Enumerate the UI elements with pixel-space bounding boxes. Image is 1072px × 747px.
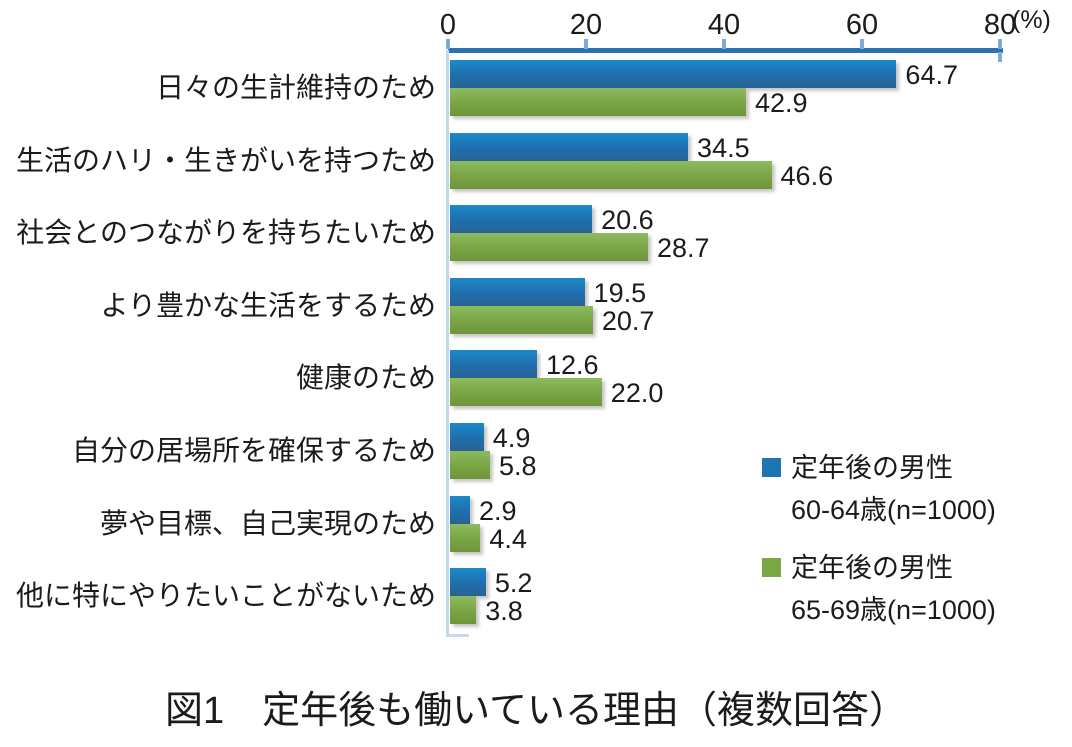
bar-65-69 — [450, 305, 593, 334]
bar-60-64 — [450, 495, 470, 524]
value-label: 28.7 — [657, 233, 710, 264]
legend-swatch-blue — [762, 458, 781, 477]
legend: 定年後の男性 60-64歳(n=1000) 定年後の男性 65-69歳(n=1000) — [762, 447, 996, 647]
legend-entry: 定年後の男性 60-64歳(n=1000) — [762, 447, 996, 531]
bar-60-64 — [450, 60, 897, 88]
category-label: 夢や目標、自己実現のため — [99, 507, 436, 539]
x-axis-tick-mark — [998, 39, 1002, 49]
category-label: より豊かな生活をするため — [100, 289, 436, 321]
bar-60-64 — [450, 205, 593, 234]
bar-65-69 — [450, 233, 649, 262]
value-label: 4.9 — [492, 423, 531, 453]
category-label: 社会とのつながりを持ちたいため — [16, 217, 436, 249]
bar-65-69 — [450, 88, 746, 116]
value-label: 64.7 — [905, 60, 958, 90]
x-axis-tick-mark — [446, 39, 450, 49]
chart-caption: 図1 定年後も働いている理由（複数回答） — [165, 690, 907, 732]
legend-swatch-green — [762, 558, 781, 577]
value-label: 20.6 — [601, 205, 654, 236]
bar-60-64 — [450, 423, 484, 451]
value-label: 19.5 — [593, 277, 647, 308]
legend-entry: 定年後の男性 65-69歳(n=1000) — [762, 547, 996, 631]
legend-label-line: 定年後の男性 — [791, 453, 953, 483]
category-label: 生活のハリ・生きがいを持つため — [15, 144, 436, 176]
value-label: 3.8 — [485, 596, 523, 627]
category-label: 自分の居場所を確保するため — [71, 435, 436, 466]
x-axis-tick-label: 40 — [707, 9, 741, 41]
value-label: 5.8 — [499, 451, 537, 481]
bar-65-69 — [450, 378, 602, 407]
legend-label-line: 60-64歳(n=1000) — [791, 495, 996, 525]
bar-60-64 — [450, 277, 585, 306]
legend-label: 定年後の男性 60-64歳(n=1000) — [791, 447, 996, 531]
bar-60-64 — [450, 350, 537, 379]
x-axis-tick-label: 20 — [569, 9, 603, 41]
x-axis-tick-mark — [584, 39, 588, 49]
bar-60-64 — [450, 568, 486, 597]
value-label: 42.9 — [755, 88, 808, 118]
value-label: 34.5 — [697, 132, 750, 163]
y-axis-bottom-tick — [446, 634, 469, 637]
x-axis-end-tick-mark — [998, 52, 1002, 62]
value-label: 2.9 — [479, 495, 517, 526]
x-axis-tick-mark — [722, 39, 726, 49]
bar-65-69 — [450, 596, 477, 625]
category-label: 健康のため — [295, 362, 436, 394]
x-axis-tick-label: 60 — [845, 9, 879, 41]
legend-label: 定年後の男性 65-69歳(n=1000) — [791, 547, 996, 631]
bar-65-69 — [450, 160, 772, 189]
value-label: 12.6 — [545, 350, 599, 381]
category-label: 日々の生計維持のため — [155, 72, 436, 103]
value-label: 5.2 — [494, 568, 533, 599]
value-label: 22.0 — [610, 378, 664, 409]
x-axis-tick-label: 0 — [439, 9, 457, 41]
legend-label-line: 65-69歳(n=1000) — [791, 595, 996, 625]
legend-label-line: 定年後の男性 — [791, 553, 953, 583]
category-label: 他に特にやりたいことがないため — [15, 580, 436, 612]
value-label: 20.7 — [601, 305, 655, 336]
x-axis-tick-mark — [860, 39, 864, 49]
bar-60-64 — [450, 132, 689, 161]
bar-65-69 — [450, 451, 491, 479]
value-label: 4.4 — [489, 523, 527, 554]
x-axis-unit-label: (%) — [1012, 6, 1051, 34]
x-axis-tick-label: 80 — [983, 9, 1017, 41]
bar-65-69 — [450, 523, 481, 552]
y-axis-line — [446, 50, 449, 637]
x-axis-line — [448, 48, 1003, 53]
value-label: 46.6 — [780, 160, 834, 191]
